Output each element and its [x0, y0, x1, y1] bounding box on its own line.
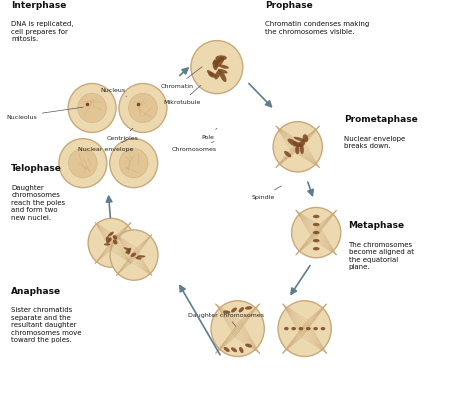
Ellipse shape [284, 327, 289, 330]
Text: Spindle: Spindle [251, 187, 282, 200]
Ellipse shape [288, 139, 298, 147]
Text: Centrioles: Centrioles [106, 129, 138, 141]
Text: Interphase: Interphase [11, 1, 67, 10]
Text: Prophase: Prophase [265, 1, 313, 10]
Text: Pole: Pole [201, 129, 217, 140]
Ellipse shape [306, 327, 310, 330]
Ellipse shape [284, 152, 292, 158]
Ellipse shape [313, 247, 319, 251]
Ellipse shape [215, 70, 221, 80]
Ellipse shape [208, 73, 216, 79]
Ellipse shape [119, 149, 148, 178]
Ellipse shape [273, 122, 322, 173]
Ellipse shape [298, 142, 305, 148]
Ellipse shape [219, 65, 229, 70]
Ellipse shape [212, 58, 224, 65]
Ellipse shape [68, 84, 116, 133]
Ellipse shape [108, 232, 114, 237]
Text: Chromosomes: Chromosomes [171, 142, 216, 152]
Ellipse shape [313, 215, 319, 219]
Ellipse shape [293, 142, 302, 148]
Ellipse shape [123, 248, 130, 251]
Ellipse shape [110, 139, 158, 188]
Text: Sister chromatids
separate and the
resultant daughter
chromosomes move
toward th: Sister chromatids separate and the resul… [11, 306, 82, 342]
Text: Nucleolus: Nucleolus [6, 108, 83, 119]
Ellipse shape [119, 84, 167, 133]
Ellipse shape [245, 344, 252, 348]
Ellipse shape [113, 236, 117, 240]
Text: Nuclear envelope: Nuclear envelope [78, 141, 134, 152]
Ellipse shape [215, 56, 227, 61]
Text: Mikrotubule: Mikrotubule [164, 86, 201, 105]
Ellipse shape [110, 230, 158, 281]
Ellipse shape [224, 347, 230, 352]
Text: Nuclear envelope
breaks down.: Nuclear envelope breaks down. [344, 135, 405, 149]
Ellipse shape [78, 94, 107, 124]
Text: Daughter chromosomes: Daughter chromosomes [188, 312, 264, 327]
Ellipse shape [320, 327, 325, 330]
Text: Chromatin: Chromatin [161, 67, 202, 89]
Text: Telophase: Telophase [11, 164, 62, 173]
Ellipse shape [313, 231, 319, 235]
Ellipse shape [245, 306, 252, 310]
Ellipse shape [313, 327, 318, 330]
Ellipse shape [278, 301, 331, 357]
Ellipse shape [313, 223, 319, 227]
Ellipse shape [300, 145, 304, 155]
Text: Daughter
chromosomes
reach the poles
and form two
new nuclei.: Daughter chromosomes reach the poles and… [11, 184, 65, 220]
Ellipse shape [215, 58, 224, 69]
Ellipse shape [219, 72, 227, 83]
Text: Prometaphase: Prometaphase [344, 115, 418, 124]
Ellipse shape [294, 137, 306, 142]
Ellipse shape [302, 135, 308, 143]
Ellipse shape [313, 239, 319, 243]
Ellipse shape [131, 253, 136, 258]
Ellipse shape [292, 327, 296, 330]
Ellipse shape [137, 256, 146, 258]
Ellipse shape [59, 139, 107, 188]
Ellipse shape [108, 238, 112, 243]
Ellipse shape [191, 41, 243, 94]
Ellipse shape [239, 347, 244, 353]
Ellipse shape [213, 60, 218, 71]
Text: Nucleus: Nucleus [100, 88, 127, 97]
Ellipse shape [136, 257, 141, 260]
Text: The chromosomes
become aligned at
the equatorial
plane.: The chromosomes become aligned at the eq… [348, 241, 413, 270]
Text: Metaphase: Metaphase [348, 221, 405, 230]
Ellipse shape [88, 219, 135, 267]
Ellipse shape [106, 237, 110, 244]
Ellipse shape [231, 308, 237, 313]
Ellipse shape [295, 146, 300, 155]
Text: DNA is replicated,
cell prepares for
mitosis.: DNA is replicated, cell prepares for mit… [11, 21, 74, 42]
Ellipse shape [126, 248, 131, 254]
Text: Anaphase: Anaphase [11, 286, 61, 295]
Ellipse shape [292, 208, 341, 258]
Ellipse shape [238, 307, 244, 313]
Ellipse shape [223, 311, 230, 314]
Ellipse shape [127, 250, 130, 255]
Text: Chromatin condenses making
the chromosomes visible.: Chromatin condenses making the chromosom… [265, 21, 370, 34]
Ellipse shape [128, 94, 157, 124]
Ellipse shape [104, 244, 110, 246]
Ellipse shape [113, 240, 118, 245]
Ellipse shape [207, 71, 214, 77]
Ellipse shape [231, 348, 237, 353]
Ellipse shape [299, 327, 303, 330]
Ellipse shape [218, 70, 228, 74]
Ellipse shape [68, 149, 97, 178]
Ellipse shape [211, 301, 264, 357]
